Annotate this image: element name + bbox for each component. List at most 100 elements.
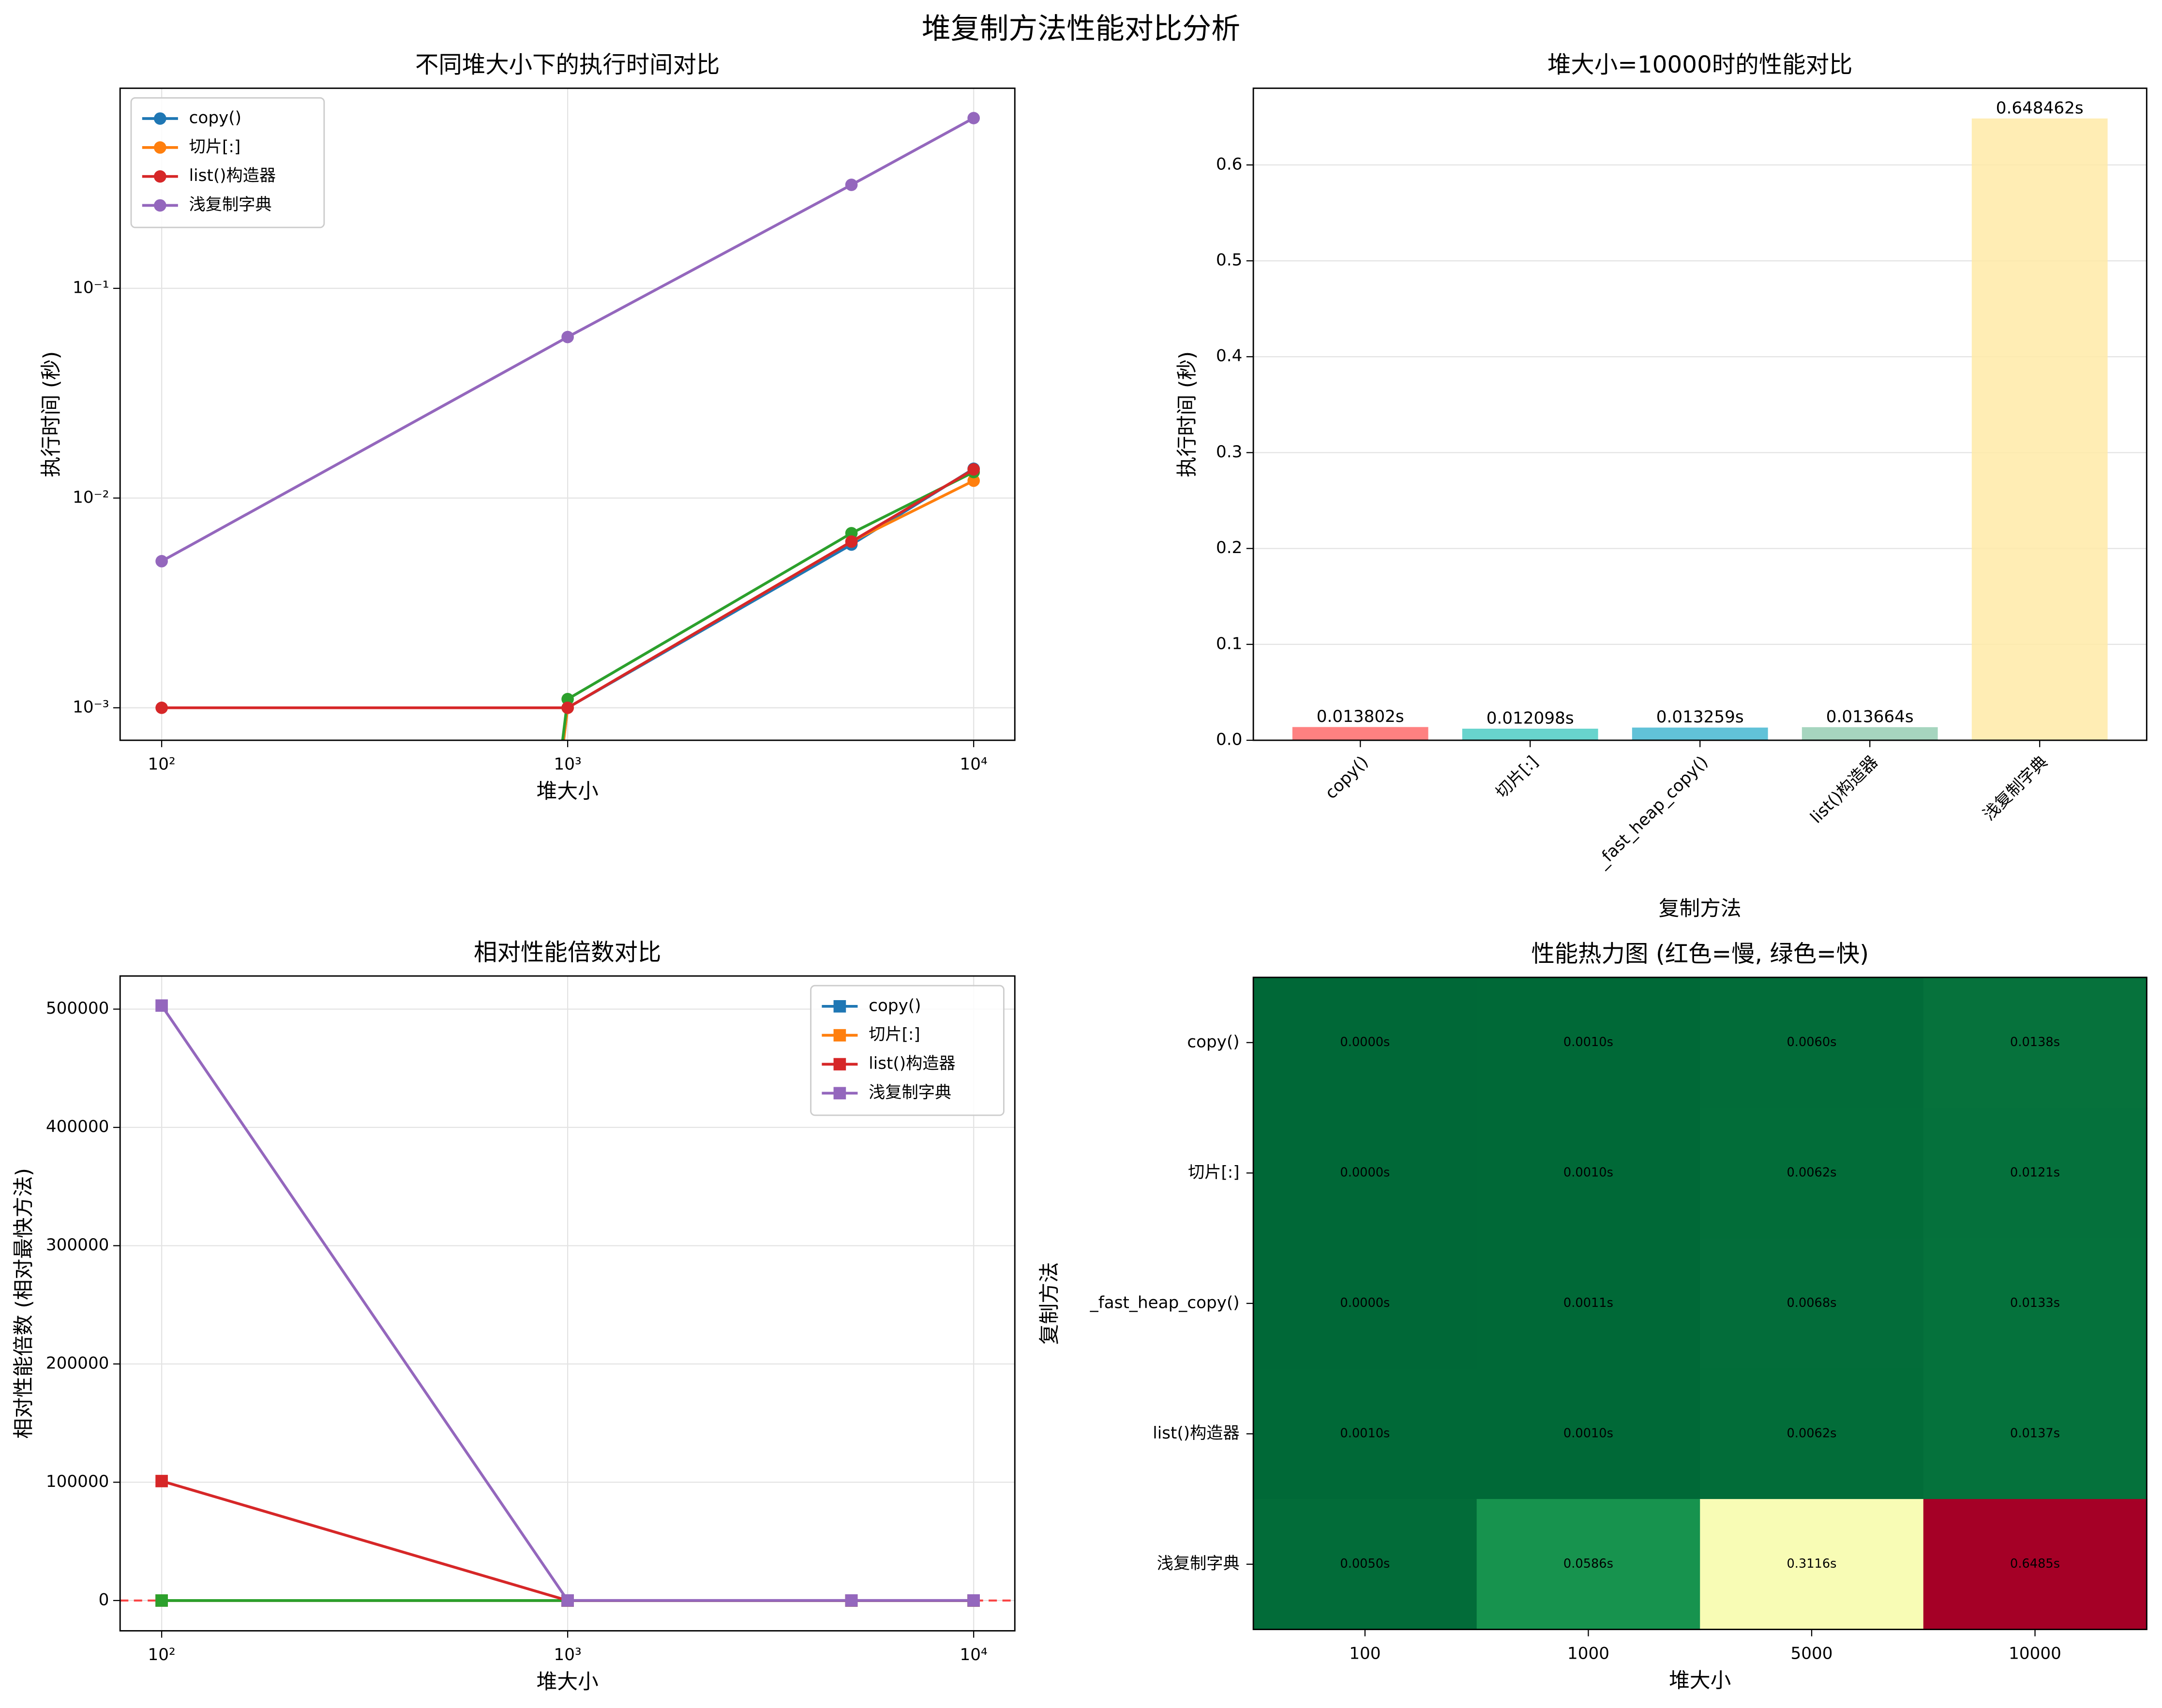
subplot: 性能热力图 (红色=慢, 绿色=快) 堆大小 复制方法 0.0000s 0.0010s 0… <box>1037 940 2147 1693</box>
marker <box>155 1594 168 1607</box>
legend-marker <box>153 112 166 125</box>
legend-label: list()构造器 <box>189 166 276 185</box>
y-tick-label: 0.6 <box>1216 154 1242 174</box>
legend-label: 浅复制字典 <box>869 1083 951 1102</box>
series-line <box>161 117 975 563</box>
x-tick-label: 10² <box>148 755 175 774</box>
cell-label: 0.0000s <box>1340 1296 1390 1310</box>
y-axis-label: 相对性能倍数 (相对最快方法) <box>12 1168 36 1439</box>
cell-label: 0.6485s <box>2010 1557 2060 1571</box>
legend-marker <box>833 1087 846 1100</box>
subplot-title: 性能热力图 (红色=慢, 绿色=快) <box>1531 940 1869 967</box>
x-tick-label: 10² <box>148 1645 175 1664</box>
cell-label: 0.0068s <box>1787 1296 1837 1310</box>
legend-marker <box>153 170 166 183</box>
bar <box>1292 727 1428 740</box>
marker <box>967 463 980 476</box>
y-tick-label: 300000 <box>46 1235 109 1255</box>
x-tick-label: 1000 <box>1567 1644 1609 1663</box>
legend-label: copy() <box>189 108 241 128</box>
x-tick-label: 10³ <box>554 1645 582 1664</box>
cell-label: 0.0137s <box>2010 1426 2060 1440</box>
x-tick-label: 10⁴ <box>960 1645 988 1664</box>
y-tick-label: 10⁻³ <box>73 697 109 717</box>
value-label: 0.013802s <box>1317 707 1404 726</box>
bar <box>1632 727 1768 740</box>
legend-label: 切片[:] <box>869 1025 920 1044</box>
y-tick-label: _fast_heap_copy() <box>1090 1293 1240 1312</box>
x-tick-label: 5000 <box>1791 1644 1833 1663</box>
y-tick-label: 0.4 <box>1216 346 1242 366</box>
heatmap-cell <box>1476 1499 1701 1631</box>
marker <box>155 1475 168 1487</box>
series-line <box>561 471 975 740</box>
cell-label: 0.0011s <box>1563 1296 1613 1310</box>
y-tick-label: 0.3 <box>1216 442 1242 462</box>
y-tick-label: 0.2 <box>1216 538 1242 557</box>
plot-area <box>120 999 1015 1607</box>
value-label: 0.013259s <box>1656 707 1744 727</box>
cell-label: 0.3116s <box>1787 1557 1837 1571</box>
legend-box <box>130 97 325 228</box>
x-axis-label: 复制方法 <box>1659 897 1742 921</box>
cell-label: 0.0586s <box>1563 1557 1613 1571</box>
series-line <box>162 468 975 709</box>
bar <box>1971 118 2108 740</box>
y-tick-label: 200000 <box>46 1353 109 1373</box>
legend-marker <box>153 199 166 212</box>
legend-label: 切片[:] <box>189 137 241 156</box>
heatmap-cell <box>1253 1368 1478 1500</box>
cell-label: 0.0010s <box>1563 1165 1613 1180</box>
subplot-title: 相对性能倍数对比 <box>474 939 661 966</box>
heatmap-cell <box>1476 1238 1701 1369</box>
legend-marker <box>833 1000 846 1013</box>
marker <box>967 1594 980 1607</box>
cell-label: 0.0121s <box>2010 1165 2060 1180</box>
legend-label: 浅复制字典 <box>189 195 272 214</box>
y-tick-label: 切片[:] <box>1188 1163 1240 1182</box>
plot-area <box>155 112 980 740</box>
y-axis-label: 复制方法 <box>1037 1262 1062 1345</box>
figure-title: 堆复制方法性能对比分析 <box>922 12 1240 45</box>
bar <box>1462 728 1598 740</box>
heatmap-cell <box>1923 1499 2147 1631</box>
marker <box>845 179 858 191</box>
value-label: 0.648462s <box>1996 98 2084 118</box>
heatmap-cell <box>1253 1108 1478 1239</box>
cell-label: 0.0138s <box>2010 1035 2060 1049</box>
heatmap-cell <box>1476 1368 1701 1500</box>
marker <box>845 1594 858 1607</box>
cell-label: 0.0010s <box>1340 1426 1390 1440</box>
value-label: 0.012098s <box>1486 709 1574 728</box>
y-tick-label: copy() <box>1187 1032 1239 1051</box>
x-tick-label: 10⁴ <box>960 755 988 774</box>
heatmap-cell <box>1700 1108 1924 1239</box>
y-tick-label: 0.1 <box>1216 634 1242 653</box>
marker <box>561 701 574 714</box>
x-tick-label: 10³ <box>554 755 582 774</box>
plot-frame <box>119 87 1016 741</box>
heatmap-cell <box>1253 1238 1478 1369</box>
marker <box>155 555 168 568</box>
cell-label: 0.0062s <box>1787 1426 1837 1440</box>
heatmap-cell <box>1700 977 1924 1109</box>
y-tick-label: 400000 <box>46 1117 109 1137</box>
x-tick-label: 100 <box>1349 1644 1381 1663</box>
legend-marker <box>833 1058 846 1071</box>
subplot-title: 堆大小=10000时的性能对比 <box>1547 51 1852 78</box>
marker <box>561 1594 574 1607</box>
bar <box>1802 727 1938 740</box>
heatmap-cell <box>1923 977 2147 1109</box>
marker <box>561 693 574 705</box>
cell-label: 0.0060s <box>1787 1035 1837 1049</box>
y-axis-label: 执行时间 (秒) <box>39 351 63 478</box>
legend-marker <box>833 1029 846 1042</box>
series-line <box>160 1004 974 1602</box>
cell-label: 0.0010s <box>1563 1035 1613 1049</box>
